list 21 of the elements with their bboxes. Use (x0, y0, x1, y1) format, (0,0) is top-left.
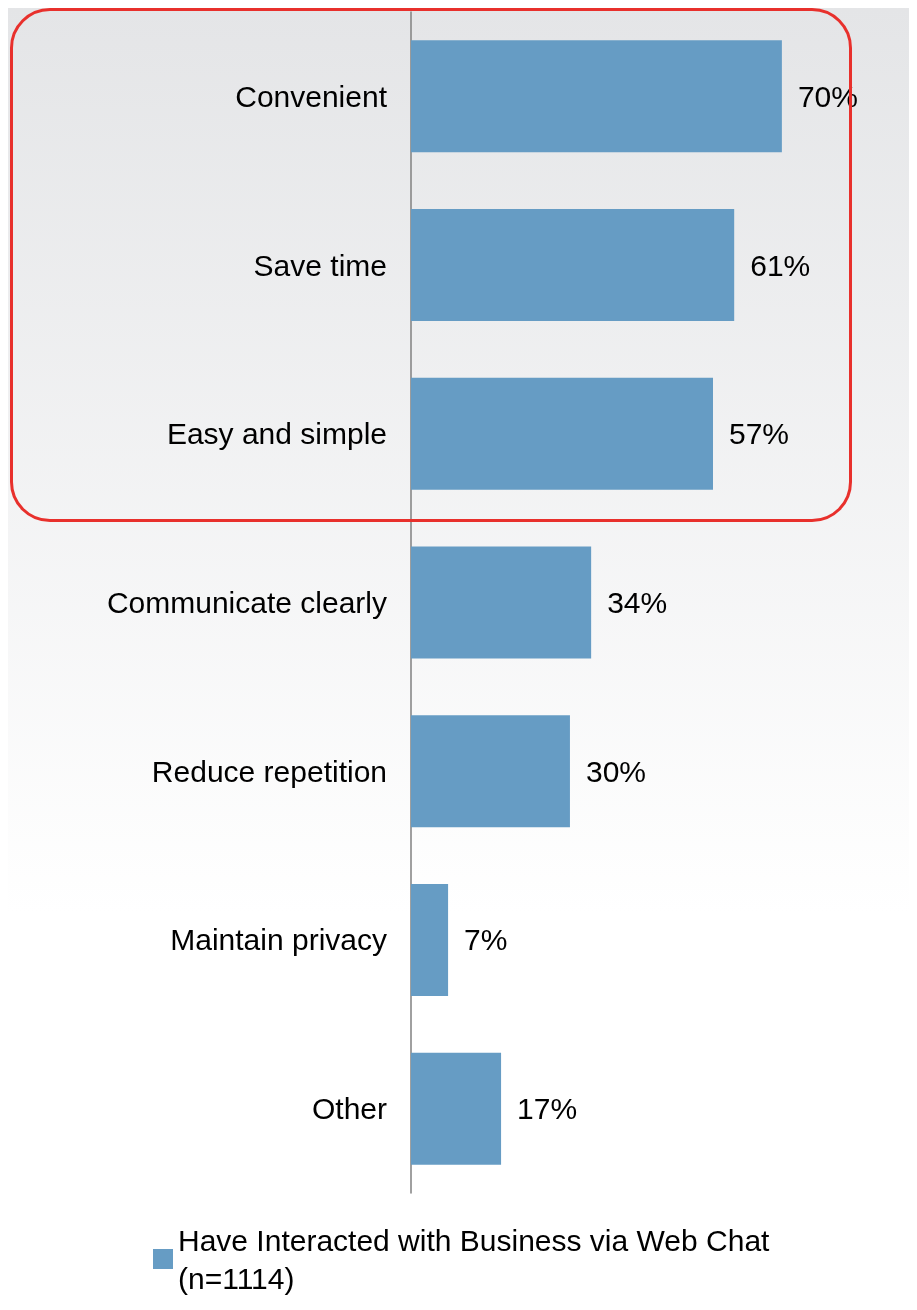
y-tick-label: Communicate clearly (106, 586, 387, 619)
bar (411, 209, 735, 322)
bar (411, 883, 449, 996)
bar (411, 40, 782, 153)
y-tick-label: Convenient (235, 79, 388, 113)
y-tick-label: Other (311, 1092, 388, 1126)
data-label: 61% (750, 248, 811, 282)
legend-label: Have Interacted with Business via Web Chat (n=1114) (178, 1223, 778, 1295)
data-label: 7% (464, 923, 508, 957)
data-label: 17% (517, 1092, 578, 1126)
bar (411, 377, 713, 490)
bar (411, 715, 570, 828)
y-tick-label: Reduce repetition (151, 754, 387, 788)
y-tick-label: Maintain privacy (170, 923, 387, 957)
y-tick-label: Save time (253, 248, 387, 282)
data-label: 57% (729, 417, 790, 451)
y-tick-label: Easy and simple (166, 417, 387, 451)
data-label: 34% (607, 586, 668, 619)
bar (411, 546, 592, 659)
bar (411, 1052, 502, 1165)
data-label: 30% (585, 754, 646, 788)
